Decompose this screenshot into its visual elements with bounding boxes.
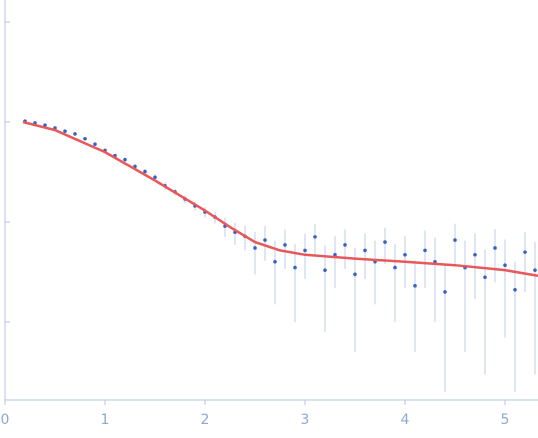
data-point (73, 132, 77, 136)
data-point (343, 243, 347, 247)
data-point (513, 287, 517, 292)
data-point (153, 175, 157, 180)
data-point (93, 142, 97, 146)
data-point (263, 238, 267, 242)
data-point (333, 253, 337, 257)
data-point (313, 235, 317, 239)
data-point (303, 248, 307, 253)
data-point (83, 136, 87, 141)
data-point (493, 246, 497, 250)
x-tick-label: 0 (1, 412, 10, 428)
data-point (453, 238, 457, 242)
data-point (293, 265, 297, 270)
x-tick-label: 2 (201, 412, 210, 428)
data-point (383, 240, 387, 244)
data-point (473, 253, 477, 257)
data-point (523, 250, 527, 254)
data-point (283, 243, 287, 247)
data-point (423, 248, 427, 253)
data-point (413, 284, 417, 288)
x-tick-label: 3 (301, 412, 310, 428)
data-point (273, 260, 277, 264)
data-point (143, 169, 147, 174)
data-point (123, 157, 127, 162)
data-point (483, 275, 487, 280)
x-tick-label: 4 (401, 412, 410, 428)
data-point (393, 265, 397, 270)
fit-line (22, 120, 538, 278)
data-point (253, 246, 257, 250)
x-tick-label: 1 (101, 412, 110, 428)
data-point (363, 248, 367, 253)
x-tick-label: 5 (501, 412, 510, 428)
data-point (403, 253, 407, 257)
data-point (443, 290, 447, 294)
data-point (323, 268, 327, 272)
data-point (533, 268, 537, 272)
data-point (503, 263, 507, 267)
data-point (353, 272, 357, 277)
data-point (63, 129, 67, 133)
